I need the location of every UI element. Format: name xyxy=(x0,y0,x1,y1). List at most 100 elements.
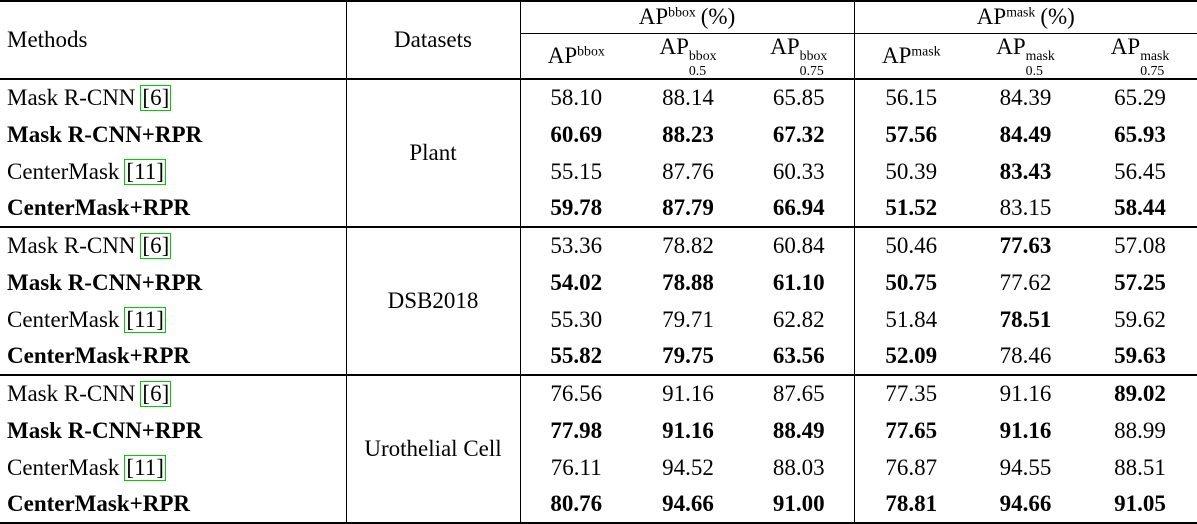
metric-cell: 91.05 xyxy=(1114,491,1166,517)
metric-cell: 55.15 xyxy=(519,153,632,191)
citation-link[interactable]: [11] xyxy=(124,306,166,333)
metric-name: AP xyxy=(1110,33,1141,59)
metric-cell: 67.32 xyxy=(772,121,825,147)
metric-cell: 78.82 xyxy=(632,226,744,265)
metric-cell: 78.46 xyxy=(999,343,1052,369)
metric-cell: 79.75 xyxy=(662,343,714,369)
col-header-ap-bbox: APbbox xyxy=(519,33,632,81)
method-label: CenterMask xyxy=(7,158,120,184)
metric-cell: 87.76 xyxy=(662,158,714,184)
metric-cell: 88.51 xyxy=(1114,454,1166,480)
col-header-datasets: Datasets xyxy=(345,1,521,81)
metric-cell: 63.56 xyxy=(772,343,825,369)
metric-cell: 79.71 xyxy=(662,306,714,332)
metric-cell: 54.02 xyxy=(519,264,632,302)
group-label-sup: bbox xyxy=(668,4,696,20)
table-row: Mask R-CNN [6] Plant 58.10 88.14 65.85 56… xyxy=(0,78,1197,228)
metric-cell: 84.49 xyxy=(999,121,1052,147)
metric-cell: 84.39 xyxy=(968,78,1084,117)
citation-link[interactable]: [11] xyxy=(124,158,166,185)
metric-cell: 55.82 xyxy=(519,338,632,376)
table-row: CenterMask [11] 55.15 87.76 60.33 50.39 8… xyxy=(0,153,1197,191)
metric-cell: 76.87 xyxy=(853,449,969,487)
metric-cell: 57.08 xyxy=(1083,226,1197,265)
table-row: CenterMask [11] 76.11 94.52 88.03 76.87 9… xyxy=(0,449,1197,487)
metric-sup: bbox xyxy=(577,43,605,59)
metric-supsub: mask 0.5 xyxy=(1025,48,1055,78)
metric-cell: 65.85 xyxy=(744,78,855,117)
metric-sub: 0.5 xyxy=(1025,62,1043,78)
metric-cell: 76.11 xyxy=(519,449,632,487)
metric-name: AP xyxy=(996,33,1026,59)
method-cell: Mask R-CNN [6] xyxy=(0,226,346,265)
group-label-base: AP xyxy=(638,4,669,30)
header-row-metrics: APbbox AP bbox 0.5 AP bbox 0.75 APmask AP mas… xyxy=(0,33,1197,81)
metric-cell: 55.30 xyxy=(519,301,632,339)
metric-supsub: mask 0.75 xyxy=(1140,48,1169,78)
citation-link[interactable]: [6] xyxy=(140,85,172,112)
metric-sub: 0.75 xyxy=(1140,62,1165,78)
metric-cell: 58.44 xyxy=(1114,195,1166,221)
metric-cell: 57.25 xyxy=(1114,269,1166,295)
table-row: CenterMask+RPR 55.82 79.75 63.56 52.09 7… xyxy=(0,338,1197,376)
metric-sup: mask xyxy=(911,43,941,59)
col-header-ap-mask: APmask xyxy=(853,33,969,81)
metric-cell: 57.56 xyxy=(853,116,969,154)
metric-cell: 59.63 xyxy=(1114,343,1166,369)
citation-link[interactable]: [6] xyxy=(140,233,172,260)
metric-sup: mask xyxy=(1025,48,1055,64)
metric-name: AP xyxy=(770,33,800,59)
metric-cell: 88.23 xyxy=(662,121,714,147)
method-cell: Mask R-CNN+RPR xyxy=(0,412,346,449)
method-label: CenterMask xyxy=(7,454,120,480)
metric-cell: 50.75 xyxy=(853,264,969,302)
metric-supsub: bbox 0.75 xyxy=(799,48,828,78)
metric-cell: 65.93 xyxy=(1114,121,1166,147)
metric-sub: 0.75 xyxy=(799,62,824,78)
citation-link[interactable]: [6] xyxy=(140,381,172,408)
metric-cell: 51.84 xyxy=(853,301,969,339)
metric-cell: 50.39 xyxy=(853,153,969,191)
metric-sup: bbox xyxy=(688,48,717,64)
col-header-ap-mask-075: AP mask 0.75 xyxy=(1083,33,1197,81)
dataset-cell: Plant xyxy=(345,78,521,228)
method-label: Mask R-CNN+RPR xyxy=(7,417,203,443)
method-cell: CenterMask [11] xyxy=(0,449,346,486)
metric-cell: 60.84 xyxy=(744,226,855,265)
method-cell: Mask R-CNN [6] xyxy=(0,78,346,117)
metric-cell: 91.16 xyxy=(999,417,1052,443)
group-label-sup: mask xyxy=(1006,4,1036,20)
metric-cell: 94.66 xyxy=(999,491,1052,517)
method-cell: CenterMask [11] xyxy=(0,301,346,338)
method-cell: CenterMask+RPR xyxy=(0,338,346,375)
metric-cell: 52.09 xyxy=(853,338,969,376)
metric-cell: 50.46 xyxy=(853,226,969,265)
col-header-ap-bbox-075: AP bbox 0.75 xyxy=(744,33,855,81)
metric-supsub: bbox 0.5 xyxy=(688,48,717,78)
metric-cell: 91.16 xyxy=(662,417,714,443)
group-label-base: AP xyxy=(976,4,1007,30)
metric-cell: 61.10 xyxy=(772,269,825,295)
metric-cell: 94.52 xyxy=(662,454,714,480)
method-label: Mask R-CNN xyxy=(7,85,136,111)
metric-cell: 88.03 xyxy=(772,454,825,480)
metric-cell: 78.51 xyxy=(999,306,1052,332)
col-group-ap-bbox: APbbox (%) xyxy=(519,1,855,34)
group-label-pct: (%) xyxy=(700,4,736,30)
metric-cell: 56.15 xyxy=(853,78,969,117)
table-row: Mask R-CNN+RPR 54.02 78.88 61.10 50.75 7… xyxy=(0,264,1197,302)
citation-link[interactable]: [11] xyxy=(124,454,166,481)
metric-cell: 65.29 xyxy=(1083,78,1197,117)
metric-cell: 78.81 xyxy=(853,486,969,524)
metric-cell: 66.94 xyxy=(772,195,825,221)
metric-cell: 87.79 xyxy=(662,195,714,221)
metric-cell: 83.43 xyxy=(999,158,1052,184)
method-cell: Mask R-CNN+RPR xyxy=(0,264,346,301)
metric-cell: 94.66 xyxy=(662,491,714,517)
metric-sub: 0.5 xyxy=(688,62,707,78)
metric-cell: 80.76 xyxy=(519,486,632,524)
col-header-methods: Methods xyxy=(0,1,346,81)
method-cell: Mask R-CNN+RPR xyxy=(0,116,346,153)
metric-cell: 60.69 xyxy=(519,116,632,154)
